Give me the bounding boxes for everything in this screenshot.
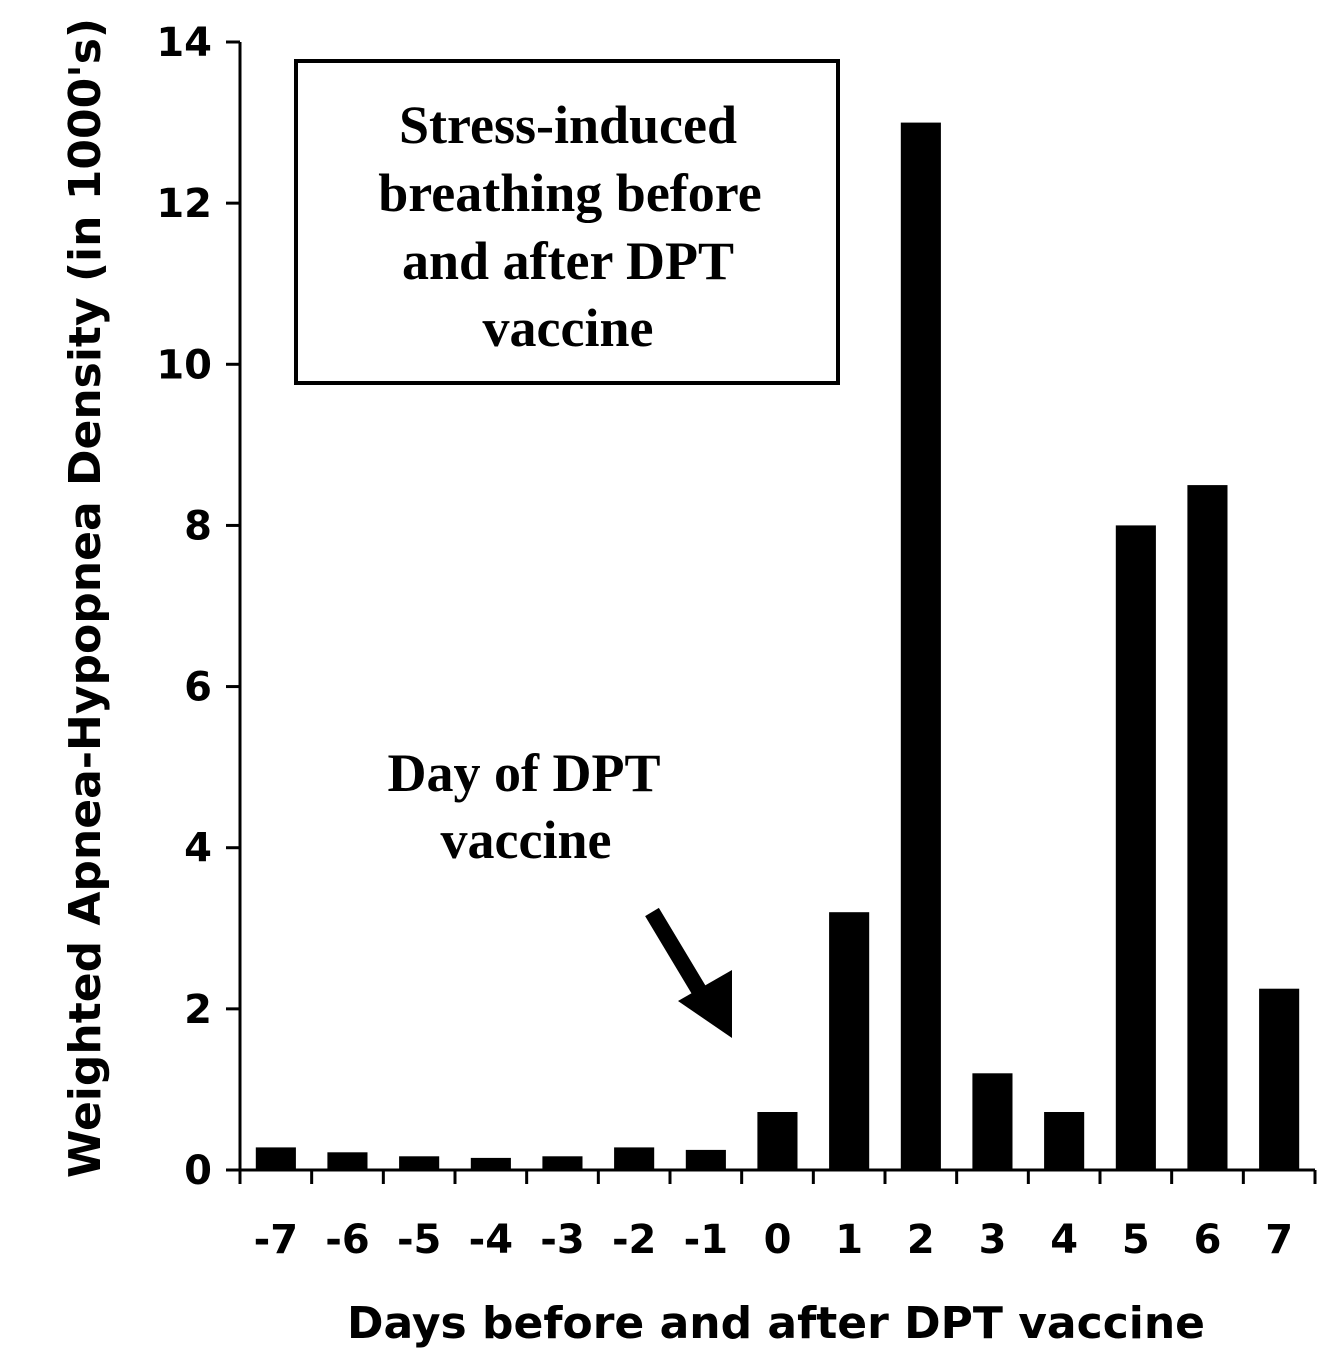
bar-day-5 (1115, 525, 1156, 1170)
bar-day-0 (757, 1112, 798, 1170)
y-tick-label: 10 (156, 342, 212, 388)
bar-day-4 (1044, 1112, 1085, 1170)
bar-day--3 (542, 1156, 583, 1170)
bar-day-2 (900, 122, 941, 1171)
x-tick-label: 3 (979, 1217, 1007, 1263)
bars-group (255, 122, 1300, 1171)
x-tick-label: -7 (254, 1217, 298, 1263)
y-axis-title: Weighted Apnea-Hypopnea Density (in 1000… (60, 18, 111, 1178)
x-tick-label: 7 (1265, 1217, 1293, 1263)
bar-day--1 (685, 1149, 726, 1170)
bar-day-1 (829, 912, 870, 1170)
y-tick-label: 8 (184, 503, 212, 549)
bar-day--7 (255, 1147, 296, 1170)
x-tick-label: 0 (764, 1217, 792, 1263)
x-tick-label: -4 (469, 1217, 513, 1263)
title-box (294, 59, 840, 385)
annotation-line-2: vaccine (441, 810, 612, 870)
x-tick-label: -6 (325, 1217, 369, 1263)
x-tick-label: 6 (1194, 1217, 1222, 1263)
y-tick-label: 6 (184, 665, 212, 711)
y-ticks-group: 0 2 4 6 8 10 12 14 (156, 20, 240, 1194)
bar-day--5 (399, 1156, 440, 1170)
y-tick-label: 0 (184, 1148, 212, 1194)
x-axis-title: Days before and after DPT vaccine (347, 1298, 1205, 1349)
annotation-arrow (645, 907, 732, 1038)
x-tick-label: 4 (1050, 1217, 1078, 1263)
y-tick-label: 12 (156, 181, 212, 227)
bar-day--2 (614, 1147, 655, 1170)
bar-day--4 (470, 1157, 511, 1170)
axes-group (226, 42, 1315, 1172)
x-tick-label: -2 (612, 1217, 656, 1263)
title-line-3: and after DPT (402, 231, 734, 291)
title-line-2: breathing before (378, 163, 761, 223)
y-tick-label: 14 (156, 20, 212, 66)
title-line-4: vaccine (483, 298, 654, 358)
annotation-line-1: Day of DPT (388, 743, 661, 803)
x-tick-label: 1 (835, 1217, 863, 1263)
bar-day--6 (327, 1152, 368, 1170)
y-tick-label: 2 (184, 987, 212, 1033)
title-line-1: Stress-induced (399, 95, 737, 155)
x-tick-label: 2 (907, 1217, 935, 1263)
y-tick-label: 4 (184, 826, 212, 872)
bar-day-6 (1187, 485, 1228, 1171)
x-tick-label: 5 (1122, 1217, 1150, 1263)
x-tick-label: -3 (540, 1217, 584, 1263)
x-tick-label: -1 (684, 1217, 728, 1263)
x-tick-label: -5 (397, 1217, 441, 1263)
bar-day-3 (972, 1073, 1013, 1170)
x-ticks-group: -7 -6 -5 -4 -3 -2 -1 0 1 2 3 4 5 6 7 (238, 1170, 1317, 1263)
bar-day-7 (1259, 988, 1300, 1170)
